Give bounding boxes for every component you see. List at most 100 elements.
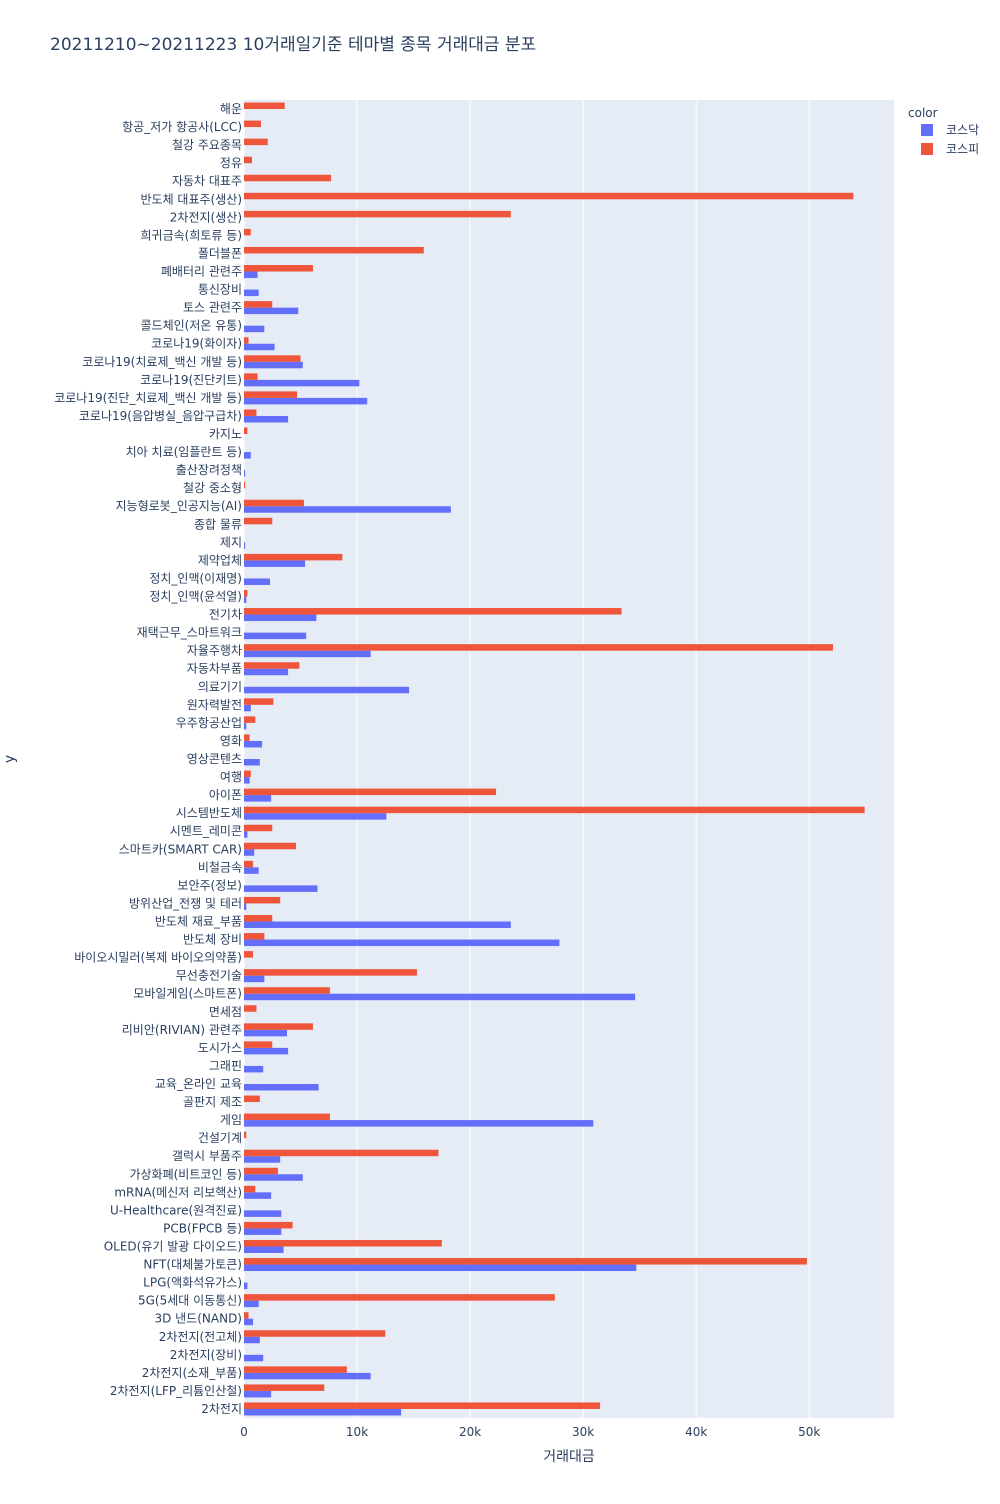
bar-kosdaq — [244, 1083, 319, 1091]
y-tick-label: OLED(유기 발광 다이오드) — [104, 1239, 242, 1253]
bar-kospi — [244, 734, 250, 741]
bar-kospi — [244, 1258, 807, 1265]
y-tick-label: 보안주(정보) — [177, 878, 242, 892]
y-tick-label: 의료기기 — [198, 680, 242, 694]
bar-kosdaq — [244, 1372, 371, 1380]
bar-kospi — [244, 120, 261, 128]
bar-kosdaq — [244, 1246, 284, 1253]
bar-kospi — [244, 1221, 293, 1229]
bar-kosdaq — [244, 668, 289, 676]
y-tick-label: 콜드체인(저온 유통) — [141, 319, 243, 333]
bar-kosdaq — [244, 560, 306, 567]
bar-kospi — [244, 662, 300, 669]
bar-kospi — [244, 174, 332, 182]
bar-kosdaq — [244, 975, 265, 983]
bar-kosdaq — [244, 1390, 272, 1398]
bar-kospi — [244, 914, 273, 922]
y-tick-label: 폴더블폰 — [198, 246, 242, 260]
y-tick-label: 자율주행차 — [187, 643, 242, 658]
x-tick-label: 20k — [459, 1425, 481, 1439]
bar-kosdaq — [244, 361, 303, 369]
bar-kospi — [244, 608, 622, 615]
y-tick-label: 영상콘텐츠 — [187, 752, 242, 766]
bar-kosdaq — [244, 1174, 303, 1181]
y-tick-label: 제지 — [220, 535, 242, 549]
bar-kosdaq — [244, 1156, 281, 1163]
legend-title: color — [908, 106, 938, 120]
bar-kosdaq — [244, 1047, 289, 1055]
bar-kosdaq — [244, 939, 560, 947]
y-tick-label: 코로나19(진단_치료제_백신 개발 등) — [54, 391, 242, 405]
bar-kospi — [244, 590, 248, 597]
bar-kospi — [244, 337, 249, 344]
y-tick-label: 항공_저가 항공사(LCC) — [122, 120, 242, 134]
y-tick-label: 전기차 — [209, 608, 242, 622]
bar-kosdaq — [244, 1354, 264, 1362]
plot-area — [244, 100, 894, 1418]
bar-kosdaq — [244, 1318, 254, 1326]
bar-kospi — [244, 1041, 273, 1048]
bar-kosdaq — [244, 722, 247, 730]
y-tick-label: PCB(FPCB 등) — [163, 1221, 242, 1235]
bar-kospi — [244, 1330, 386, 1337]
bar-kospi — [244, 1113, 330, 1121]
bar-kospi — [244, 644, 833, 651]
bar-kospi — [244, 1384, 325, 1391]
bar-kosdaq — [244, 740, 263, 748]
y-tick-label: 모바일게임(스마트폰) — [133, 987, 242, 1001]
y-tick-label: 카지노 — [209, 427, 242, 441]
bar-kospi — [244, 192, 854, 200]
bar-kosdaq — [244, 343, 275, 351]
bar-kosdaq — [244, 993, 636, 1001]
x-tick-labels: 0 10k 20k 30k 40k 50k — [240, 1425, 820, 1439]
bar-kosdaq — [244, 596, 247, 604]
bar-kosdaq — [244, 1065, 264, 1073]
bar-kosdaq — [244, 813, 387, 820]
bar-kospi — [244, 860, 254, 868]
bar-kospi — [244, 1005, 257, 1012]
y-tick-label: 도시가스 — [198, 1041, 242, 1055]
bar-kospi — [244, 138, 268, 146]
bar-kosdaq — [244, 271, 258, 279]
bar-kosdaq — [244, 397, 368, 405]
bar-kospi — [244, 228, 251, 236]
bar-kospi — [244, 355, 301, 362]
bar-kosdaq — [244, 325, 265, 333]
y-tick-label: NFT(대체불가토큰) — [143, 1258, 242, 1272]
bar-kosdaq — [244, 650, 371, 658]
bar-kospi — [244, 246, 424, 254]
x-tick-label: 10k — [346, 1425, 368, 1439]
y-tick-label: 2차전지(소재_부품) — [142, 1366, 242, 1380]
bar-kosdaq — [244, 903, 247, 910]
bar-kosdaq — [244, 379, 360, 387]
bar-kospi — [244, 210, 511, 218]
y-tick-label: 치아 치료(임플란트 등) — [126, 445, 242, 459]
bar-kospi — [244, 499, 304, 507]
y-tick-label: 정유 — [220, 156, 242, 170]
bar-kospi — [244, 896, 281, 904]
y-tick-label: 아이폰 — [209, 788, 242, 802]
y-tick-label: 지능형로봇_인공지능(AI) — [116, 499, 242, 513]
y-tick-label: U-Healthcare(원격진료) — [110, 1203, 242, 1217]
bar-kospi — [244, 698, 274, 705]
y-tick-label: 방위산업_전쟁 및 테러 — [129, 896, 242, 910]
y-tick-label: 종합 물류 — [194, 517, 242, 531]
bar-kosdaq — [244, 632, 307, 640]
y-tick-label: 2차전지(생산) — [170, 210, 242, 224]
bar-kosdaq — [244, 452, 251, 459]
y-tick-label: 5G(5세대 이동통신) — [138, 1294, 242, 1308]
bar-kospi — [244, 427, 248, 435]
bar-kosdaq — [244, 704, 251, 712]
y-tick-label: 코로나19(음압병실_음압구급차) — [79, 409, 242, 423]
bar-kospi — [244, 716, 256, 723]
y-tick-label: 2차전지(장비) — [170, 1348, 242, 1362]
y-tick-label: 영화 — [220, 734, 242, 748]
bar-kospi — [244, 1185, 256, 1193]
y-tick-label: 무선충전기술 — [176, 969, 242, 983]
bar-kosdaq — [244, 795, 272, 802]
